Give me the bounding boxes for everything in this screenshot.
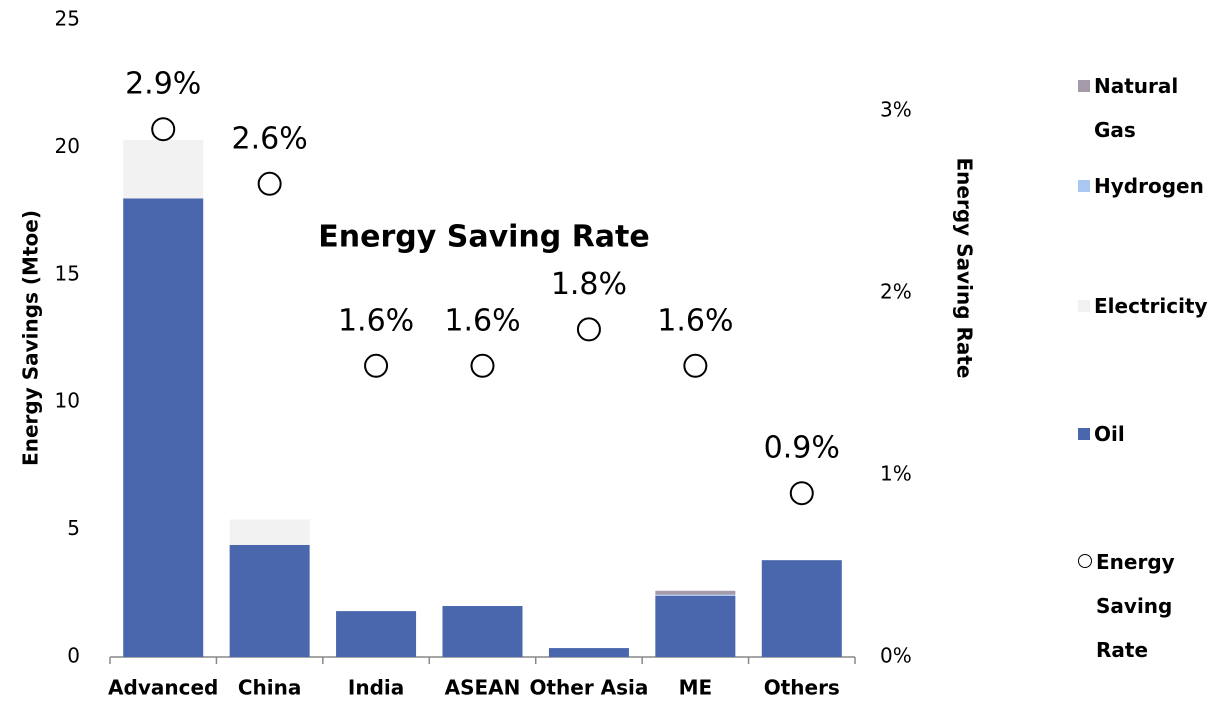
- legend-label: Natural Gas: [1094, 74, 1179, 142]
- y2-axis-label: Energy Saving Rate: [953, 158, 977, 379]
- rate-marker: [364, 353, 389, 378]
- y-tick-label: 15: [55, 261, 80, 285]
- y2-tick-label: 1%: [880, 462, 912, 486]
- rate-marker: [576, 317, 601, 342]
- data-label: 1.8%: [551, 267, 627, 302]
- bar-segment: [655, 595, 736, 657]
- y-tick-label: 25: [55, 7, 80, 31]
- y-tick-label: 0: [67, 644, 80, 668]
- data-label: 1.6%: [338, 303, 414, 338]
- data-label: 2.6%: [232, 121, 308, 156]
- legend-swatch: [1078, 300, 1090, 312]
- legend-item: Oil: [1078, 412, 1218, 456]
- rate-marker: [151, 117, 176, 142]
- legend-item: Natural Gas: [1078, 64, 1218, 152]
- data-label: 1.6%: [444, 303, 520, 338]
- bar-segment: [229, 544, 310, 657]
- legend-label: Hydrogen: [1094, 174, 1204, 198]
- bar-segment: [336, 611, 417, 657]
- bar-segment: [123, 198, 204, 658]
- y-tick-label: 5: [67, 516, 80, 540]
- data-label: 2.9%: [125, 67, 201, 102]
- annotation: Energy Saving Rate: [318, 220, 649, 255]
- legend-item: Electricity: [1078, 284, 1218, 328]
- y2-tick-label: 3%: [880, 98, 912, 122]
- x-tick-label: Other Asia: [529, 676, 648, 700]
- bar-segment: [229, 519, 310, 545]
- bar-segment: [548, 648, 629, 657]
- rate-marker: [789, 481, 814, 506]
- legend-swatch: [1078, 80, 1090, 92]
- x-tick-label: China: [238, 676, 302, 700]
- rate-marker: [683, 353, 708, 378]
- bar-segment: [442, 606, 523, 657]
- y2-tick-label: 2%: [880, 280, 912, 304]
- x-tick-label: ME: [679, 676, 713, 700]
- y-axis-label: Energy Savings (Mtoe): [19, 210, 43, 466]
- bar-segment: [761, 560, 842, 657]
- bar-segment: [123, 139, 204, 199]
- legend-label: Energy Saving Rate: [1096, 550, 1175, 662]
- x-tick-label: Others: [764, 676, 840, 700]
- x-tick-label: ASEAN: [445, 676, 521, 700]
- x-tick-label: India: [348, 676, 404, 700]
- bar-segment: [655, 590, 736, 595]
- y-tick-label: 20: [55, 134, 80, 158]
- rate-marker: [257, 171, 282, 196]
- legend-item: Hydrogen: [1078, 164, 1218, 208]
- x-tick-label: Advanced: [108, 676, 218, 700]
- data-label: 1.6%: [657, 303, 733, 338]
- bar-segment: [655, 594, 736, 596]
- y-tick-label: 10: [55, 389, 80, 413]
- legend-swatch: [1078, 428, 1090, 440]
- legend-swatch: [1078, 554, 1092, 568]
- data-label: 0.9%: [764, 431, 840, 466]
- rate-marker: [470, 353, 495, 378]
- legend-label: Oil: [1094, 422, 1125, 446]
- legend-label: Electricity: [1094, 294, 1208, 318]
- legend-item: Energy Saving Rate: [1078, 540, 1218, 672]
- legend-swatch: [1078, 180, 1090, 192]
- y2-tick-label: 0%: [880, 644, 912, 668]
